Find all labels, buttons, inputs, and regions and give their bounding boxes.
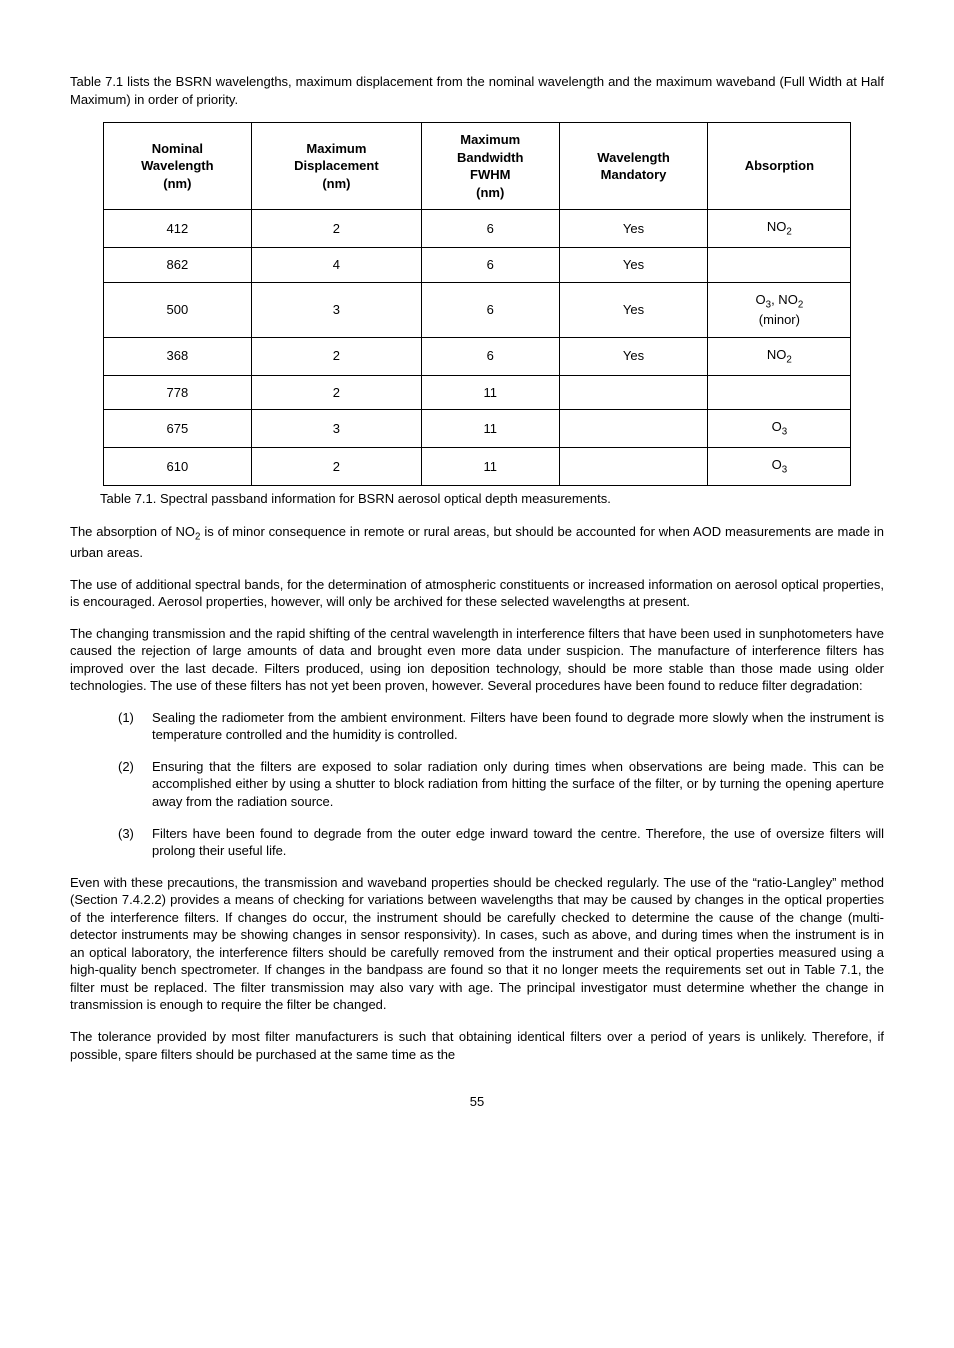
list-item: (1)Sealing the radiometer from the ambie… (70, 709, 884, 744)
page-number: 55 (70, 1093, 884, 1111)
cell-mandatory: Yes (559, 210, 708, 248)
paragraph-precautions: Even with these precautions, the transmi… (70, 874, 884, 1014)
cell-absorption (708, 375, 851, 410)
header-displacement: Maximum Displacement (nm) (252, 123, 422, 210)
cell-bandwidth: 11 (421, 375, 559, 410)
cell-absorption: NO2 (708, 337, 851, 375)
cell-bandwidth: 6 (421, 337, 559, 375)
cell-displacement: 2 (252, 447, 422, 485)
header-absorption: Absorption (708, 123, 851, 210)
cell-nominal: 368 (103, 337, 252, 375)
header-bandwidth: Maximum Bandwidth FWHM (nm) (421, 123, 559, 210)
cell-nominal: 675 (103, 410, 252, 448)
cell-bandwidth: 6 (421, 248, 559, 283)
table-row: 778211 (103, 375, 851, 410)
cell-mandatory (559, 410, 708, 448)
cell-bandwidth: 6 (421, 210, 559, 248)
list-item-text: Ensuring that the filters are exposed to… (152, 758, 884, 811)
header-mandatory: Wavelength Mandatory (559, 123, 708, 210)
paragraph-additional-bands: The use of additional spectral bands, fo… (70, 576, 884, 611)
list-item: (3)Filters have been found to degrade fr… (70, 825, 884, 860)
cell-mandatory (559, 375, 708, 410)
intro-paragraph: Table 7.1 lists the BSRN wavelengths, ma… (70, 73, 884, 108)
cell-nominal: 862 (103, 248, 252, 283)
paragraph-tolerance: The tolerance provided by most filter ma… (70, 1028, 884, 1063)
cell-mandatory: Yes (559, 282, 708, 337)
table-row: 41226YesNO2 (103, 210, 851, 248)
table-row: 86246Yes (103, 248, 851, 283)
list-item-number: (2) (118, 758, 152, 811)
paragraph-filter-degradation: The changing transmission and the rapid … (70, 625, 884, 695)
list-item-text: Filters have been found to degrade from … (152, 825, 884, 860)
table-caption: Table 7.1. Spectral passband information… (100, 490, 884, 508)
cell-displacement: 3 (252, 282, 422, 337)
table-row: 50036YesO3, NO2(minor) (103, 282, 851, 337)
cell-absorption: O3 (708, 410, 851, 448)
cell-mandatory: Yes (559, 337, 708, 375)
list-item-number: (1) (118, 709, 152, 744)
cell-absorption: O3 (708, 447, 851, 485)
cell-absorption: O3, NO2(minor) (708, 282, 851, 337)
list-item: (2)Ensuring that the filters are exposed… (70, 758, 884, 811)
cell-displacement: 2 (252, 375, 422, 410)
cell-nominal: 778 (103, 375, 252, 410)
list-item-text: Sealing the radiometer from the ambient … (152, 709, 884, 744)
table-header-row: Nominal Wavelength (nm) Maximum Displace… (103, 123, 851, 210)
cell-displacement: 2 (252, 210, 422, 248)
cell-displacement: 4 (252, 248, 422, 283)
list-item-number: (3) (118, 825, 152, 860)
header-nominal: Nominal Wavelength (nm) (103, 123, 252, 210)
cell-bandwidth: 11 (421, 447, 559, 485)
wavelength-table: Nominal Wavelength (nm) Maximum Displace… (103, 122, 852, 486)
cell-displacement: 3 (252, 410, 422, 448)
table-body: 41226YesNO286246Yes50036YesO3, NO2(minor… (103, 210, 851, 485)
cell-displacement: 2 (252, 337, 422, 375)
cell-nominal: 412 (103, 210, 252, 248)
cell-mandatory: Yes (559, 248, 708, 283)
cell-nominal: 610 (103, 447, 252, 485)
cell-absorption (708, 248, 851, 283)
paragraph-absorption: The absorption of NO2 is of minor conseq… (70, 523, 884, 561)
cell-absorption: NO2 (708, 210, 851, 248)
table-row: 675311 O3 (103, 410, 851, 448)
cell-nominal: 500 (103, 282, 252, 337)
cell-bandwidth: 6 (421, 282, 559, 337)
cell-bandwidth: 11 (421, 410, 559, 448)
cell-mandatory (559, 447, 708, 485)
procedure-list: (1)Sealing the radiometer from the ambie… (70, 709, 884, 860)
table-row: 36826YesNO2 (103, 337, 851, 375)
table-row: 610211 O3 (103, 447, 851, 485)
